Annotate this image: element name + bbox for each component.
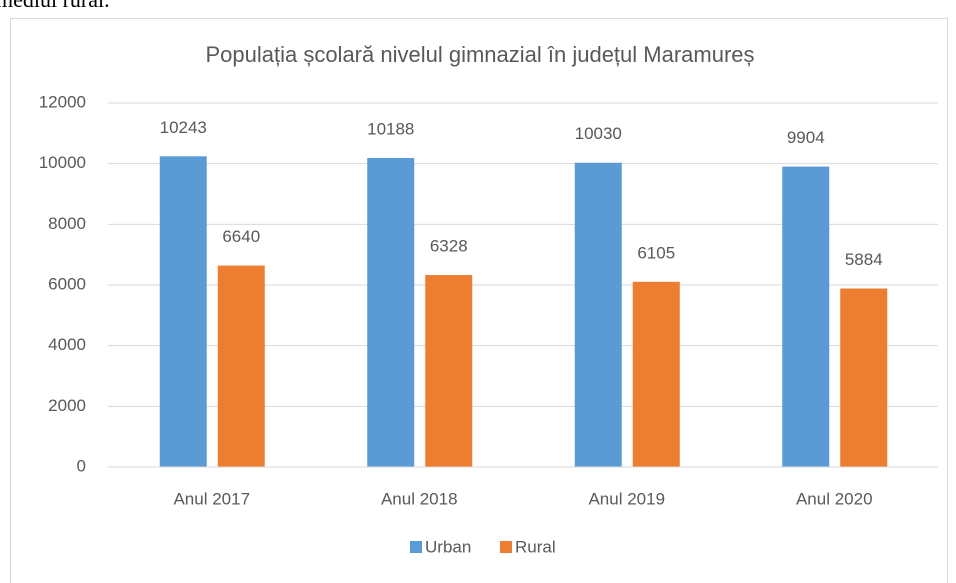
y-tick-label: 8000 <box>48 214 86 233</box>
x-tick-label: Anul 2017 <box>173 489 250 508</box>
data-label: 6105 <box>637 243 675 262</box>
legend-swatch <box>500 541 512 553</box>
chart-title: Populația școlară nivelul gimnazial în j… <box>205 42 754 67</box>
bar <box>782 166 830 467</box>
x-tick-label: Anul 2020 <box>796 489 873 508</box>
legend-swatch <box>410 541 422 553</box>
legend-label: Rural <box>515 537 556 556</box>
y-tick-label: 2000 <box>48 396 86 415</box>
bar <box>367 157 415 468</box>
bar <box>217 265 265 467</box>
data-label: 10243 <box>160 118 207 137</box>
bar <box>840 288 888 467</box>
y-tick-label: 4000 <box>48 335 86 354</box>
data-label: 10188 <box>367 119 414 138</box>
y-tick-label: 0 <box>77 456 86 475</box>
x-tick-label: Anul 2019 <box>588 489 665 508</box>
y-tick-label: 10000 <box>39 153 86 172</box>
bar <box>425 275 473 467</box>
document-text: mediul rural. <box>0 0 110 12</box>
data-label: 6328 <box>430 237 468 256</box>
data-label: 5884 <box>845 250 883 269</box>
chart-frame <box>10 18 948 583</box>
x-tick-label: Anul 2018 <box>381 489 458 508</box>
data-label: 10030 <box>575 124 622 143</box>
bar <box>159 156 207 468</box>
legend-label: Urban <box>425 537 471 556</box>
bar <box>574 162 622 468</box>
y-tick-label: 6000 <box>48 274 86 293</box>
y-tick-label: 12000 <box>39 92 86 111</box>
data-label: 9904 <box>787 128 825 147</box>
bar <box>632 281 680 467</box>
data-label: 6640 <box>222 227 260 246</box>
